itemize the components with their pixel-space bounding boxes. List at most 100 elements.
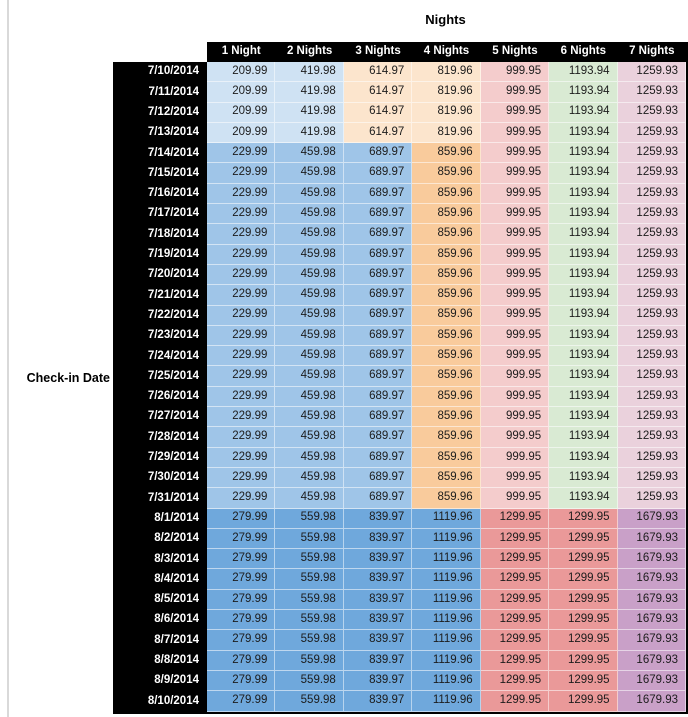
price-cell[interactable]: 999.95 [480, 346, 550, 367]
price-cell[interactable]: 1299.95 [480, 670, 550, 692]
price-cell[interactable]: 1193.94 [549, 488, 618, 509]
price-cell[interactable]: 1259.93 [617, 122, 686, 144]
price-cell[interactable]: 614.97 [343, 62, 413, 83]
price-cell[interactable]: 1299.95 [480, 650, 550, 671]
price-cell[interactable]: 229.99 [207, 467, 276, 489]
price-cell[interactable]: 689.97 [343, 183, 413, 205]
price-cell[interactable]: 1679.93 [617, 630, 686, 651]
price-cell[interactable]: 559.98 [275, 610, 344, 631]
price-cell[interactable]: 999.95 [480, 467, 550, 489]
price-cell[interactable]: 859.96 [412, 427, 481, 448]
price-cell[interactable]: 1193.94 [549, 264, 618, 286]
row-label-date[interactable]: 8/9/2014 [113, 670, 207, 692]
price-cell[interactable]: 279.99 [207, 630, 276, 651]
price-cell[interactable]: 689.97 [343, 427, 413, 448]
price-cell[interactable]: 999.95 [480, 163, 550, 184]
price-cell[interactable]: 1119.96 [412, 528, 481, 550]
column-header[interactable]: 6 Nights [549, 42, 618, 62]
price-cell[interactable]: 1259.93 [617, 264, 686, 286]
price-cell[interactable]: 999.95 [480, 366, 550, 387]
price-cell[interactable]: 689.97 [343, 386, 413, 408]
price-cell[interactable]: 1299.95 [480, 569, 550, 590]
price-cell[interactable]: 209.99 [207, 102, 276, 123]
row-label-date[interactable]: 7/27/2014 [113, 407, 207, 428]
price-cell[interactable]: 859.96 [412, 325, 481, 347]
price-cell[interactable]: 689.97 [343, 285, 413, 306]
price-cell[interactable]: 1119.96 [412, 650, 481, 671]
price-cell[interactable]: 859.96 [412, 366, 481, 387]
row-label-date[interactable]: 7/23/2014 [113, 325, 207, 347]
price-cell[interactable]: 559.98 [275, 650, 344, 671]
price-cell[interactable]: 999.95 [480, 204, 550, 225]
price-cell[interactable]: 689.97 [343, 244, 413, 265]
price-cell[interactable]: 689.97 [343, 224, 413, 245]
price-cell[interactable]: 1299.95 [549, 670, 618, 692]
price-cell[interactable]: 1119.96 [412, 589, 481, 611]
price-cell[interactable]: 229.99 [207, 204, 276, 225]
price-cell[interactable]: 279.99 [207, 610, 276, 631]
price-cell[interactable]: 459.98 [275, 488, 344, 509]
price-cell[interactable]: 1299.95 [549, 569, 618, 590]
price-cell[interactable]: 999.95 [480, 143, 550, 164]
row-label-date[interactable]: 7/30/2014 [113, 467, 207, 489]
price-cell[interactable]: 689.97 [343, 264, 413, 286]
price-cell[interactable]: 839.97 [343, 569, 413, 590]
price-cell[interactable]: 1679.93 [617, 549, 686, 570]
price-cell[interactable]: 1679.93 [617, 691, 686, 712]
price-cell[interactable]: 839.97 [343, 589, 413, 611]
price-cell[interactable]: 689.97 [343, 143, 413, 164]
price-cell[interactable]: 1259.93 [617, 488, 686, 509]
price-cell[interactable]: 1679.93 [617, 528, 686, 550]
price-cell[interactable]: 1299.95 [480, 630, 550, 651]
price-cell[interactable]: 1259.93 [617, 305, 686, 326]
row-label-date[interactable]: 8/6/2014 [113, 610, 207, 631]
price-cell[interactable]: 859.96 [412, 467, 481, 489]
price-cell[interactable]: 859.96 [412, 346, 481, 367]
price-cell[interactable]: 1299.95 [480, 610, 550, 631]
price-cell[interactable]: 999.95 [480, 224, 550, 245]
price-cell[interactable]: 459.98 [275, 143, 344, 164]
price-cell[interactable]: 419.98 [275, 102, 344, 123]
price-cell[interactable]: 1299.95 [549, 650, 618, 671]
price-cell[interactable]: 229.99 [207, 325, 276, 347]
row-label-date[interactable]: 7/31/2014 [113, 488, 207, 509]
price-cell[interactable]: 229.99 [207, 407, 276, 428]
price-cell[interactable]: 1299.95 [549, 691, 618, 712]
price-cell[interactable]: 839.97 [343, 670, 413, 692]
price-cell[interactable]: 1119.96 [412, 691, 481, 712]
price-cell[interactable]: 859.96 [412, 244, 481, 265]
price-cell[interactable]: 1193.94 [549, 224, 618, 245]
price-cell[interactable]: 1193.94 [549, 346, 618, 367]
price-cell[interactable]: 229.99 [207, 305, 276, 326]
price-cell[interactable]: 229.99 [207, 285, 276, 306]
price-cell[interactable]: 229.99 [207, 366, 276, 387]
price-cell[interactable]: 1259.93 [617, 62, 686, 83]
price-cell[interactable]: 1259.93 [617, 224, 686, 245]
price-cell[interactable]: 209.99 [207, 62, 276, 83]
price-cell[interactable]: 1193.94 [549, 82, 618, 103]
price-cell[interactable]: 859.96 [412, 447, 481, 468]
price-cell[interactable]: 229.99 [207, 244, 276, 265]
price-cell[interactable]: 839.97 [343, 630, 413, 651]
price-cell[interactable]: 559.98 [275, 589, 344, 611]
row-label-date[interactable]: 7/18/2014 [113, 224, 207, 245]
price-cell[interactable]: 229.99 [207, 224, 276, 245]
price-cell[interactable]: 1299.95 [549, 630, 618, 651]
price-cell[interactable]: 1193.94 [549, 447, 618, 468]
price-cell[interactable]: 839.97 [343, 650, 413, 671]
price-cell[interactable]: 459.98 [275, 224, 344, 245]
price-cell[interactable]: 839.97 [343, 508, 413, 529]
price-cell[interactable]: 279.99 [207, 670, 276, 692]
price-cell[interactable]: 459.98 [275, 305, 344, 326]
price-cell[interactable]: 1259.93 [617, 163, 686, 184]
price-cell[interactable]: 1299.95 [549, 528, 618, 550]
price-cell[interactable]: 859.96 [412, 183, 481, 205]
price-cell[interactable]: 999.95 [480, 102, 550, 123]
price-cell[interactable]: 689.97 [343, 467, 413, 489]
price-cell[interactable]: 229.99 [207, 447, 276, 468]
price-cell[interactable]: 839.97 [343, 610, 413, 631]
price-cell[interactable]: 1299.95 [480, 528, 550, 550]
price-cell[interactable]: 1119.96 [412, 549, 481, 570]
price-cell[interactable]: 1259.93 [617, 244, 686, 265]
price-cell[interactable]: 459.98 [275, 183, 344, 205]
